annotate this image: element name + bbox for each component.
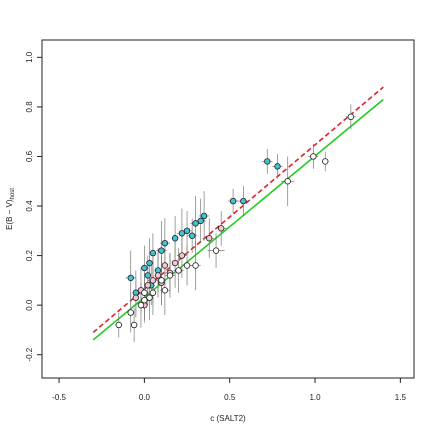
x-tick-label: 1.0: [309, 393, 321, 402]
point: [240, 197, 247, 205]
fit-line: [92, 98, 384, 341]
point: [115, 321, 122, 329]
fit-line: [92, 86, 384, 334]
point: [284, 178, 291, 185]
y-tick-label: 0.4: [25, 200, 34, 212]
y-axis-label-sub: host: [10, 188, 16, 200]
point: [161, 287, 169, 294]
point: [206, 235, 213, 242]
point: [146, 259, 153, 267]
point: [137, 301, 145, 309]
point: [183, 262, 191, 269]
point: [274, 163, 281, 170]
x-axis-label: c (SALT2): [210, 414, 246, 423]
point: [141, 264, 148, 272]
y-tick-label: 0.6: [25, 150, 34, 162]
point: [212, 247, 220, 254]
point: [166, 272, 174, 279]
point: [322, 158, 329, 165]
y-tick-label: -0.2: [25, 347, 34, 361]
x-tick-label: 0.0: [139, 393, 151, 402]
point: [141, 289, 148, 296]
point: [161, 262, 169, 269]
point: [310, 153, 317, 160]
point: [347, 113, 355, 121]
point: [178, 252, 186, 259]
point: [264, 158, 271, 165]
point: [146, 294, 153, 301]
point: [149, 249, 157, 257]
point: [178, 230, 186, 237]
y-tick-label: 0.8: [25, 101, 34, 113]
point: [192, 262, 199, 269]
point: [188, 232, 196, 239]
point: [192, 220, 199, 227]
point: [127, 309, 134, 316]
x-tick-label: -0.5: [52, 393, 66, 402]
point: [183, 227, 191, 235]
y-axis-label-main: E(B − V): [5, 199, 14, 230]
point: [171, 235, 179, 242]
point: [132, 294, 140, 301]
point: [141, 296, 148, 304]
x-tick-label: 0.5: [224, 393, 236, 402]
point: [197, 217, 204, 225]
point: [154, 272, 162, 279]
point: [144, 282, 151, 289]
point: [130, 321, 138, 329]
point: [175, 267, 182, 274]
point: [149, 277, 157, 284]
point: [149, 289, 157, 296]
point: [127, 274, 134, 282]
point: [158, 277, 165, 284]
point: [144, 272, 151, 279]
point: [229, 197, 237, 205]
y-tick-label: 1.0: [25, 51, 34, 63]
point: [171, 259, 179, 267]
y-tick-label: 0.0: [25, 299, 34, 311]
point: [217, 225, 225, 232]
x-tick-label: 1.5: [395, 393, 407, 402]
y-tick-label: 0.2: [25, 249, 34, 261]
point: [200, 212, 208, 220]
y-axis-label: E(B − V)host: [5, 188, 16, 230]
point: [158, 247, 165, 254]
plot-frame: [41, 39, 415, 379]
point: [161, 239, 169, 247]
